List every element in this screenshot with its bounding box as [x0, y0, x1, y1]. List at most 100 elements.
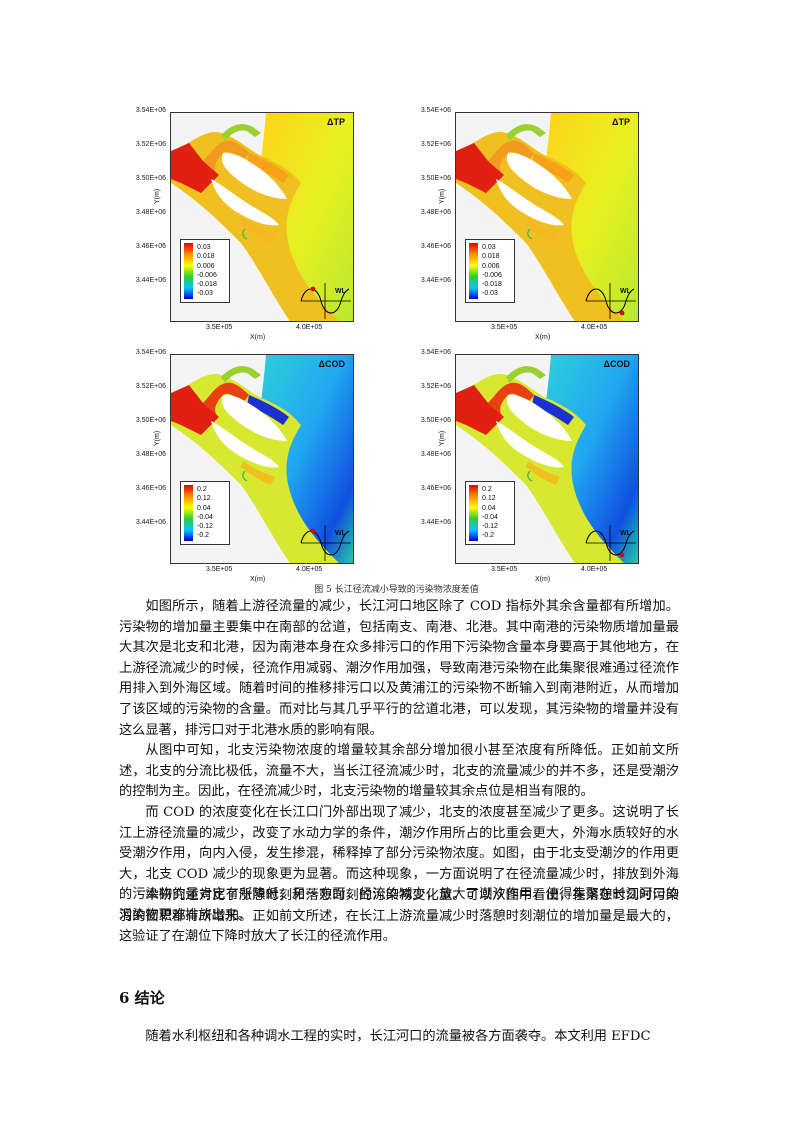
legend-value: 0.018: [197, 253, 215, 261]
y-tick-label: 3.52E+06: [135, 383, 166, 390]
variable-label: ΔTP: [327, 117, 345, 127]
color-legend: 0.03 0.018 0.006 -0.006 -0.018 -0.03: [180, 239, 230, 303]
color-scale: [469, 485, 478, 541]
legend-value: -0.006: [482, 271, 502, 279]
water-level-indicator: WL: [584, 281, 638, 321]
color-scale: [469, 243, 478, 299]
x-tick-label: 4.0E+05: [296, 566, 323, 573]
color-legend: 0.03 0.018 0.006 -0.006 -0.018 -0.03: [465, 239, 515, 303]
y-tick-label: 3.54E+06: [420, 107, 451, 114]
y-tick-label: 3.44E+06: [420, 519, 451, 526]
y-tick-label: 3.54E+06: [135, 107, 166, 114]
water-level-indicator: WL: [299, 523, 353, 563]
legend-value: 0.2: [482, 486, 492, 493]
paragraph-4: 本研究还对比了涨憩时刻和落憩时刻的污染物变化量。可以从图中看出，在落憩时刻时污染…: [119, 888, 679, 945]
legend-value: -0.018: [482, 281, 502, 289]
y-tick-label: 3.46E+06: [135, 243, 166, 250]
y-axis-label: Y(m): [154, 188, 161, 204]
legend-value: 0.03: [197, 244, 211, 251]
legend-value: -0.018: [197, 281, 217, 289]
y-tick-label: 3.54E+06: [135, 349, 166, 356]
y-tick-label: 3.54E+06: [420, 349, 451, 356]
tide-phase-marker: [310, 286, 316, 292]
tide-phase-marker: [619, 310, 625, 316]
x-tick-label: 3.5E+05: [206, 566, 233, 573]
y-tick-label: 3.48E+06: [135, 209, 166, 216]
tide-phase-marker: [310, 528, 316, 534]
y-tick-label: 3.52E+06: [135, 141, 166, 148]
y-tick-label: 3.44E+06: [135, 519, 166, 526]
legend-value: 0.006: [197, 262, 215, 270]
wl-label: WL: [620, 530, 631, 537]
legend-value: 0.03: [482, 244, 496, 251]
x-tick-label: 4.0E+05: [581, 324, 608, 331]
y-tick-label: 3.52E+06: [420, 383, 451, 390]
color-legend: 0.2 0.12 0.04 -0.04 -0.12 -0.2: [180, 481, 230, 545]
y-tick-label: 3.46E+06: [420, 485, 451, 492]
y-tick-label: 3.52E+06: [420, 141, 451, 148]
y-tick-label: 3.50E+06: [420, 175, 451, 182]
map-panel: 3.54E+06 3.52E+06 3.50E+06 3.48E+06 3.46E+06…: [409, 346, 639, 586]
map-panel: 3.54E+06 3.52E+06 3.50E+06 3.48E+06 3.46E+06…: [124, 346, 354, 586]
legend-value: -0.03: [197, 290, 213, 298]
y-tick-label: 3.46E+06: [420, 243, 451, 250]
variable-label: ΔCOD: [318, 359, 345, 369]
figure-caption: 图 5 长江径流减小导致的污染物浓度差值: [314, 585, 479, 595]
paragraph-2: 从图中可知，北支污染物浓度的增量较其余部分增加很小甚至浓度有所降低。正如前文所述…: [119, 743, 679, 800]
x-tick-label: 4.0E+05: [296, 324, 323, 331]
y-tick-label: 3.50E+06: [135, 175, 166, 182]
y-tick-label: 3.48E+06: [420, 209, 451, 216]
y-tick-label: 3.44E+06: [135, 277, 166, 284]
legend-value: -0.04: [482, 513, 498, 521]
legend-value: 0.04: [197, 504, 211, 512]
water-level-indicator: WL: [584, 523, 638, 563]
x-tick-label: 3.5E+05: [491, 566, 518, 573]
variable-label: ΔTP: [612, 117, 630, 127]
map-panel: 3.54E+06 3.52E+06 3.50E+06 3.48E+06 3.46E+06…: [124, 104, 354, 344]
color-legend: 0.2 0.12 0.04 -0.04 -0.12 -0.2: [465, 481, 515, 545]
y-tick-label: 3.48E+06: [135, 451, 166, 458]
x-tick-label: 3.5E+05: [491, 324, 518, 331]
concentration-map: ΔCOD 0.2 0.12 0.04 -0.04 -0.12 -0.2 WL: [170, 354, 354, 564]
map-panel: 3.54E+06 3.52E+06 3.50E+06 3.48E+06 3.46E+06…: [409, 104, 639, 344]
concentration-map: ΔTP 0.03 0.018 0.006 -0.006 -0.018 -0.03 WL: [455, 112, 639, 322]
y-axis-label: Y(m): [439, 188, 446, 204]
legend-value: 0.018: [482, 253, 500, 261]
paragraph-1: 如图所示，随着上游径流量的减少，长江河口地区除了 COD 指标外其余含量都有所增…: [119, 599, 679, 738]
y-tick-label: 3.48E+06: [420, 451, 451, 458]
paragraph-3: 而 COD 的浓度变化在长江口门外部出现了减少，北支的浓度甚至减少了更多。这说明…: [119, 805, 679, 923]
water-level-indicator: WL: [299, 281, 353, 321]
tide-phase-marker: [619, 552, 625, 558]
concentration-map: ΔTP 0.03 0.018 0.006 -0.006 -0.018 -0.03 WL: [170, 112, 354, 322]
legend-value: -0.12: [197, 523, 213, 531]
x-axis-label: X(m): [535, 334, 551, 341]
legend-value: 0.006: [482, 262, 500, 270]
x-tick-label: 4.0E+05: [581, 566, 608, 573]
x-axis-label: X(m): [535, 576, 551, 583]
color-scale: [184, 243, 193, 299]
wl-label: WL: [335, 530, 346, 537]
legend-value: -0.04: [197, 513, 213, 521]
legend-value: -0.2: [482, 532, 495, 540]
legend-value: -0.006: [197, 271, 217, 279]
color-scale: [184, 485, 193, 541]
legend-value: 0.12: [482, 495, 496, 503]
y-axis-label: Y(m): [154, 430, 161, 446]
x-axis-label: X(m): [250, 576, 266, 583]
y-axis-label: Y(m): [439, 430, 446, 446]
section-heading: 6 结论: [119, 989, 165, 1007]
y-tick-label: 3.44E+06: [420, 277, 451, 284]
legend-value: 0.2: [197, 486, 207, 493]
paragraph-5: 随着水利枢纽和各种调水工程的实时，长江河口的流量被各方面袭夺。本文利用 EFDC: [145, 1029, 651, 1044]
y-tick-label: 3.50E+06: [135, 417, 166, 424]
y-tick-label: 3.50E+06: [420, 417, 451, 424]
x-axis-label: X(m): [250, 334, 266, 341]
concentration-map: ΔCOD 0.2 0.12 0.04 -0.04 -0.12 -0.2 WL: [455, 354, 639, 564]
legend-value: 0.12: [197, 495, 211, 503]
variable-label: ΔCOD: [603, 359, 630, 369]
y-tick-label: 3.46E+06: [135, 485, 166, 492]
legend-value: -0.03: [482, 290, 498, 298]
legend-value: -0.12: [482, 523, 498, 531]
x-tick-label: 3.5E+05: [206, 324, 233, 331]
wl-label: WL: [620, 288, 631, 295]
